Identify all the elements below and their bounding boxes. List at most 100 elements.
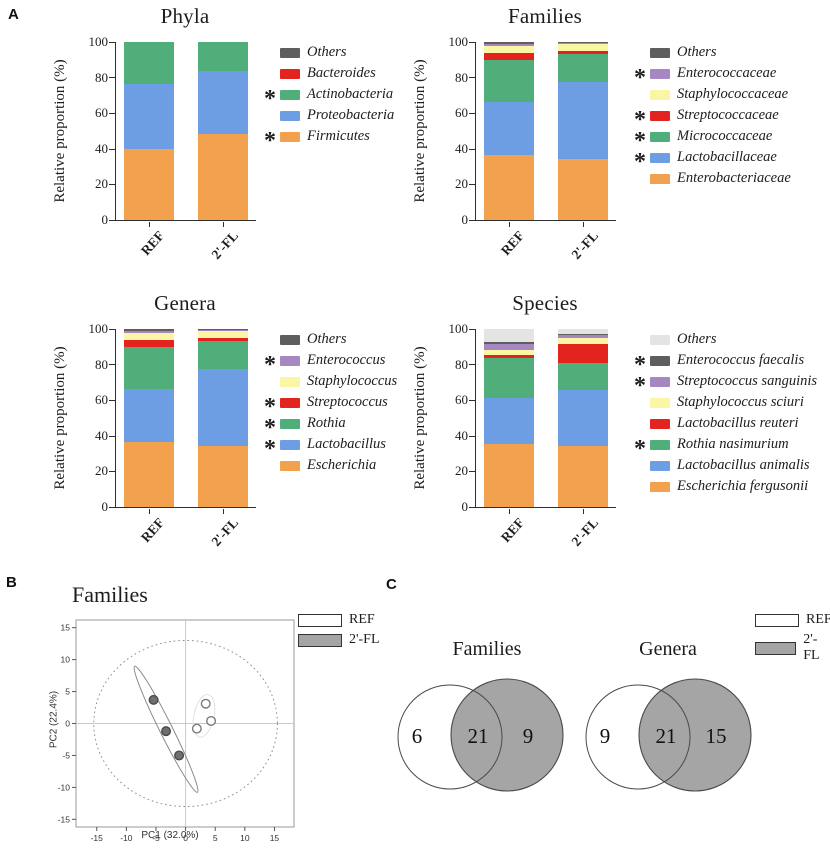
y-axis-label: Relative proportion (%) [412,346,428,490]
bar-segment [124,148,174,220]
pca-point-REF [191,723,202,734]
legend-label: Lactobacillus [307,436,386,452]
bar-segment [484,155,534,220]
y-tick-mark [109,506,115,508]
svg-text:5: 5 [65,687,70,697]
panel-a-label: A [8,6,19,23]
y-tick-label: 80 [95,69,108,85]
x-tick-mark [509,222,511,227]
bar-segment [484,357,534,398]
venn-circle-ref [585,684,691,790]
panel-b-label: B [6,574,17,591]
bar-segment [198,369,248,446]
y-tick-label: 80 [455,69,468,85]
legend-item: Enterobacteriaceae [630,168,791,189]
y-tick-label: 60 [455,392,468,408]
bar-segment [484,344,534,351]
venn-count-overlap: 21 [468,724,489,748]
venn-count-right: 9 [523,724,534,748]
x-tick-label: 2'-FL [568,228,602,263]
y-tick-label: 40 [95,427,108,443]
legend-label: REF [806,612,830,627]
pca-plot-families: Families PC2 (22.4%) PC1 (32.0%) -15 -10-… [20,574,420,852]
y-tick-label: 60 [455,105,468,121]
y-tick-label: 20 [455,176,468,192]
y-tick-mark [469,41,475,43]
x-tick-label: 2'-FL [208,515,242,550]
bar-segment [124,83,174,149]
legend-swatch [650,355,670,366]
legend-label: Lactobacillus reuteri [677,415,799,431]
legend-label: Enterococcaceae [677,65,777,81]
bar-segment [484,354,534,358]
plot-area: 0 20 40 60 80 100 REF 2'-FL [449,321,616,549]
pca-point-2'-FL [161,726,172,737]
bar-segment [558,445,608,507]
x-tick-mark [149,222,151,227]
legend-label: Enterococcus faecalis [677,352,805,368]
bar-segment [558,335,608,338]
plot-area: 0 20 40 60 80 100 REF 2'-FL [89,34,256,262]
y-tick-mark [469,184,475,186]
legend-swatch [650,173,670,184]
y-tick-label: 0 [101,499,109,514]
legend-item: Proteobacteria [260,105,394,126]
legend-label: Micrococcaceae [677,128,773,144]
x-tick-mark [223,509,225,514]
legend-label: Escherichia fergusonii [677,478,809,494]
svg-text:5: 5 [213,833,218,843]
ref-swatch [755,613,799,627]
venn-diagram-families: 6 21 9 [397,678,564,792]
2fl-swatch [755,641,797,655]
significance-asterisk: * [264,127,276,154]
bar-segment [558,390,608,446]
y-axis-label: Relative proportion (%) [52,59,68,203]
venn-circle-2fl [638,678,752,792]
bar-segment [198,71,248,134]
chart-legend: Others Bacteroides * Actinobacteria Proteoba… [260,42,394,154]
y-tick-label: 100 [88,321,109,336]
svg-text:-5: -5 [62,750,70,760]
pca-title: Families [72,582,148,607]
legend-swatch [650,481,670,492]
legend-item: Bacteroides [260,63,394,84]
legend-label: Lactobacillus animalis [677,457,810,473]
legend-swatch [280,397,300,408]
legend-swatch [650,376,670,387]
bar-segment [124,333,174,340]
svg-text:-15: -15 [91,833,104,843]
bar-segment [558,53,608,83]
venn-title-families: Families [452,638,522,660]
y-tick-mark [109,328,115,330]
legend-swatch [280,131,300,142]
venn-panel: REF 2'-FL Families Genera 6 21 9 9 21 15 [395,574,830,852]
bar-segment [198,133,248,220]
x-tick-mark [583,222,585,227]
bar-segment [484,350,534,355]
legend-label: Staphylococcus sciuri [677,394,804,410]
bar-segment [484,443,534,507]
pca-point-REF [206,715,217,726]
significance-asterisk: * [264,414,276,441]
bar-segment [558,329,608,335]
bar-segment [124,346,174,389]
y-tick-mark [109,435,115,437]
pca-point-2'-FL [174,750,185,761]
legend-label: Actinobacteria [307,86,394,102]
y-tick-mark [109,112,115,114]
bar-segment [484,329,534,342]
legend-label: Escherichia [307,457,377,473]
y-tick-label: 60 [95,392,108,408]
legend-swatch [650,334,670,345]
y-tick-label: 80 [95,356,108,372]
bar-segment [198,337,248,341]
y-tick-mark [109,471,115,473]
stacked-bar-REF [484,329,534,507]
venn-count-right: 15 [706,724,727,748]
venn-count-left: 9 [600,724,611,748]
chart-legend: Others * Enterococcus faecalis * Streptococc… [630,329,817,497]
y-axis-label: Relative proportion (%) [412,59,428,203]
legend-label: Firmicutes [307,128,370,144]
venn-legend: REF 2'-FL [755,612,830,664]
